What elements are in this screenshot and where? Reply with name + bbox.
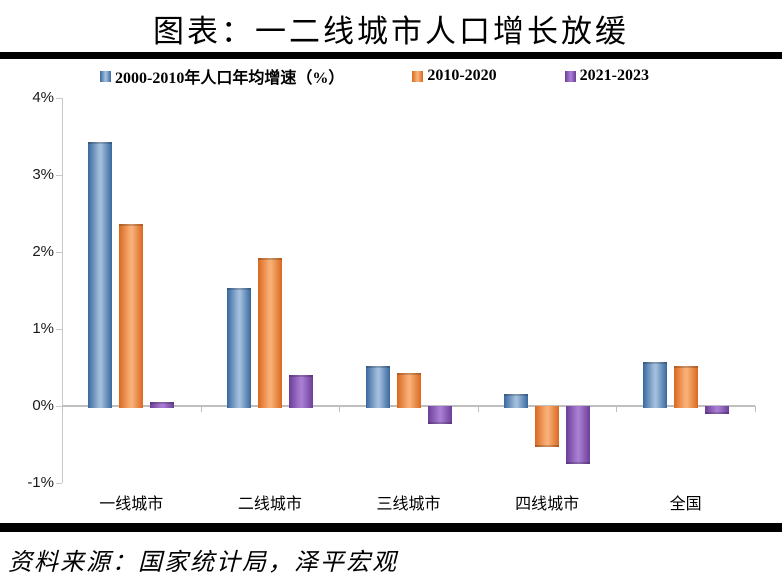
category-label: 四线城市 bbox=[515, 496, 580, 513]
x-axis-tick bbox=[616, 406, 617, 412]
y-axis-tick bbox=[56, 252, 62, 253]
y-tick-label: 4% bbox=[32, 89, 54, 106]
bar-s0-c3 bbox=[504, 394, 528, 408]
bar-s2-c4 bbox=[705, 406, 729, 414]
y-tick-label: 2% bbox=[32, 243, 54, 260]
bar-s0-c1 bbox=[227, 288, 251, 408]
y-axis-tick bbox=[56, 483, 62, 484]
bar-s1-c2 bbox=[397, 373, 421, 408]
legend: 2000-2010年人口年均增速（%） 2010-2020 2021-2023 bbox=[100, 64, 649, 88]
source-text: 资料来源：国家统计局，泽平宏观 bbox=[8, 550, 398, 576]
bar-s2-c3 bbox=[566, 406, 590, 464]
bar-s1-c1 bbox=[258, 258, 282, 408]
y-tick-label: 0% bbox=[32, 397, 54, 414]
y-tick-label: 1% bbox=[32, 320, 54, 337]
legend-swatch-blue-icon bbox=[100, 70, 111, 82]
legend-item-2000-2010: 2000-2010年人口年均增速（%） bbox=[100, 64, 344, 88]
x-axis-tick bbox=[755, 406, 756, 412]
bar-s0-c4 bbox=[643, 362, 667, 408]
legend-label: 2010-2020 bbox=[427, 67, 497, 84]
y-axis-tick bbox=[56, 98, 62, 99]
category-label: 三线城市 bbox=[376, 496, 441, 513]
bar-s2-c1 bbox=[289, 375, 313, 408]
category-label: 二线城市 bbox=[237, 496, 302, 513]
legend-item-2021-2023: 2021-2023 bbox=[564, 67, 649, 85]
legend-swatch-orange-icon bbox=[412, 70, 424, 82]
chart-title: 图表：一二线城市人口增长放缓 bbox=[153, 14, 629, 49]
bar-s0-c0 bbox=[88, 142, 112, 408]
bar-s2-c0 bbox=[150, 402, 174, 408]
legend-swatch-purple-icon bbox=[564, 70, 576, 82]
x-axis-tick bbox=[478, 406, 479, 412]
plot-area: 4% 3% 2% 1% 0% -1% 一线城市 二线城市 三线城市 四线城市 全国 bbox=[27, 89, 756, 513]
x-axis-tick bbox=[62, 406, 63, 412]
bar-s1-c3 bbox=[535, 406, 559, 447]
y-axis-tick bbox=[56, 175, 62, 176]
category-label: 全国 bbox=[669, 496, 702, 513]
bar-s1-c4 bbox=[674, 366, 698, 408]
legend-item-2010-2020: 2010-2020 bbox=[412, 67, 497, 85]
y-axis-tick bbox=[56, 329, 62, 330]
y-tick-label: -1% bbox=[27, 474, 54, 491]
bar-s0-c2 bbox=[366, 366, 390, 408]
y-tick-label: 3% bbox=[32, 166, 54, 183]
y-axis-tick bbox=[56, 406, 62, 407]
bar-s1-c0 bbox=[119, 224, 143, 408]
legend-label: 2021-2023 bbox=[579, 67, 649, 84]
bottom-divider bbox=[0, 523, 782, 532]
x-axis-tick bbox=[339, 406, 340, 412]
bar-s2-c2 bbox=[428, 406, 452, 424]
legend-label: 2000-2010年人口年均增速（%） bbox=[115, 70, 345, 87]
top-divider bbox=[0, 52, 782, 59]
category-label: 一线城市 bbox=[99, 496, 164, 513]
y-axis bbox=[62, 98, 63, 483]
x-axis-tick bbox=[201, 406, 202, 412]
